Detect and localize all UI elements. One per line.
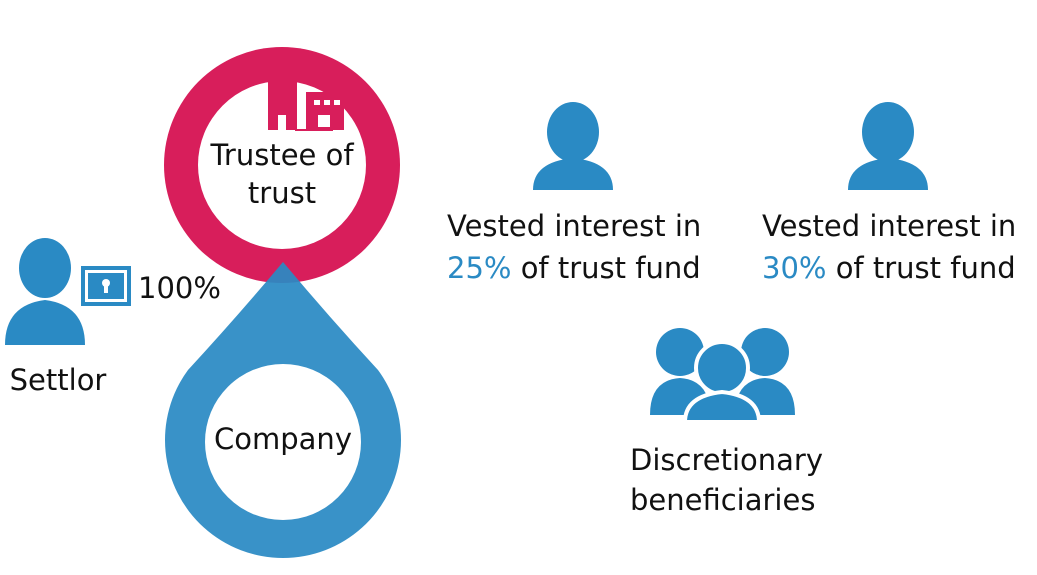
share: 30% <box>762 251 826 285</box>
company-inner <box>205 364 361 520</box>
building-icon <box>268 61 344 131</box>
ownership-label: 100% <box>138 271 221 305</box>
beneficiary-icon <box>848 102 928 190</box>
share-rest: of trust fund <box>836 251 1016 285</box>
vested-label: Vested interest in <box>762 209 1016 243</box>
group-icon <box>650 328 795 424</box>
vested-label: 30% of trust fund <box>762 251 1016 285</box>
settlor-icon <box>5 238 131 345</box>
share-rest: of trust fund <box>521 251 701 285</box>
discretionary-label: Discretionary <box>630 443 823 477</box>
vested-label: Vested interest in <box>447 209 701 243</box>
settlor-label: Settlor <box>10 363 107 397</box>
discretionary-label: beneficiaries <box>630 483 815 517</box>
trustee-label: Trustee of <box>209 138 354 172</box>
vested-label: 25% of trust fund <box>447 251 701 285</box>
beneficiary-icon <box>533 102 613 190</box>
trustee-label: trust <box>248 176 316 210</box>
company-label: Company <box>214 422 352 456</box>
share: 25% <box>447 251 511 285</box>
